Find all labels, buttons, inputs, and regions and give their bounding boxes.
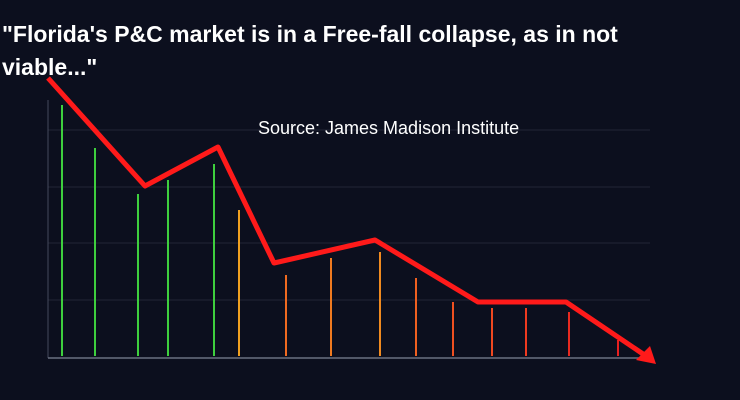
bars — [61, 105, 619, 356]
title: "Florida's P&C market is in a Free-fall … — [2, 21, 618, 80]
source: Source: James Madison Institute — [258, 118, 520, 138]
trend-line — [46, 76, 648, 359]
arrow-head — [636, 346, 656, 364]
